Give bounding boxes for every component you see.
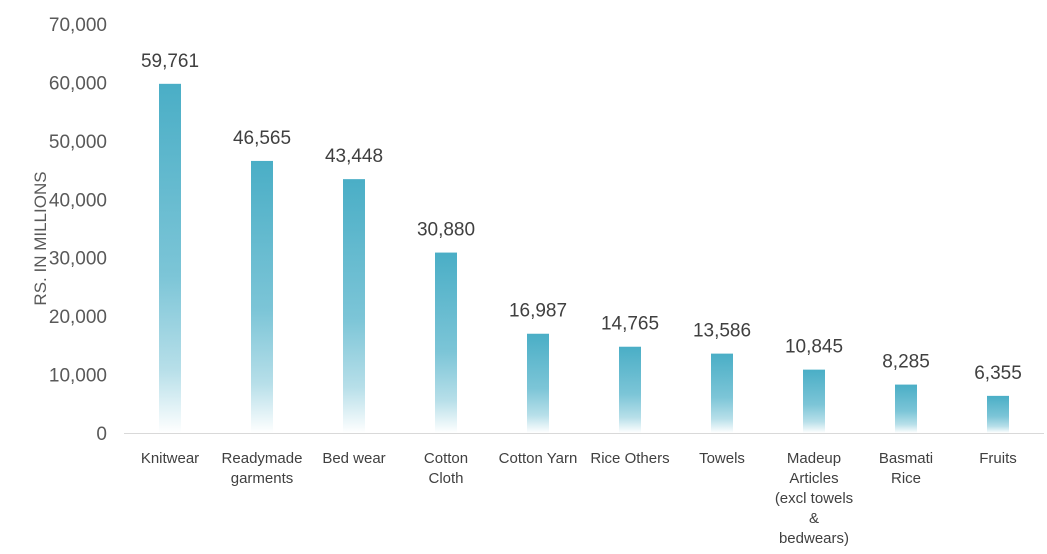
data-label: 14,765 — [601, 314, 659, 335]
y-tick-label: 30,000 — [49, 249, 107, 270]
x-tick-label-line: (excl towels — [775, 490, 853, 507]
x-tick-label-line: Madeup — [787, 450, 841, 467]
bars — [159, 83, 1009, 433]
x-tick-label-line: & — [809, 510, 819, 527]
x-tick-label-line: Cotton — [424, 450, 468, 467]
x-tick-label-line: Fruits — [979, 450, 1017, 467]
x-tick-label: Bed wear — [322, 450, 385, 467]
bar — [435, 252, 457, 433]
data-label: 16,987 — [509, 301, 567, 322]
bar — [711, 353, 733, 433]
x-tick-label-line: garments — [231, 470, 294, 487]
bar — [343, 179, 365, 433]
bar — [895, 384, 917, 433]
bar — [987, 395, 1009, 433]
x-tick-label-line: Rice Others — [590, 450, 669, 467]
data-label: 13,586 — [693, 321, 751, 342]
x-tick-label-line: Cloth — [428, 470, 463, 487]
data-label: 43,448 — [325, 146, 383, 167]
x-tick-label: Towels — [699, 450, 745, 467]
x-tick-label-line: Articles — [789, 470, 838, 487]
bar — [527, 333, 549, 433]
x-tick-label: Basmati Rice — [879, 450, 933, 487]
y-tick-label: 20,000 — [49, 307, 107, 328]
x-tick-label: Madeup Articles (excl towels & bedwears) — [775, 450, 853, 547]
data-label: 59,761 — [141, 51, 199, 72]
x-tick-label-line: Cotton Yarn — [499, 450, 578, 467]
x-tick-label-line: bedwears) — [779, 530, 849, 547]
x-tick-label-line: Rice — [891, 470, 921, 487]
y-axis-label: RS. IN MILLIONS — [31, 171, 50, 305]
y-tick-label: 70,000 — [49, 15, 107, 36]
data-labels: 59,761 46,565 43,448 30,880 16,987 14,765 13,5… — [141, 51, 1022, 384]
bar — [803, 369, 825, 433]
x-tick-label: Cotton Yarn — [499, 450, 578, 467]
data-label: 30,880 — [417, 220, 475, 241]
x-tick-label: Knitwear — [141, 450, 199, 467]
data-label: 46,565 — [233, 128, 291, 149]
x-tick-label-line: Basmati — [879, 450, 933, 467]
x-tick-label: Cotton Cloth — [424, 450, 468, 487]
bar — [159, 83, 181, 433]
y-tick-label: 50,000 — [49, 132, 107, 153]
y-tick-label: 0 — [96, 424, 107, 445]
y-tick-label: 10,000 — [49, 366, 107, 387]
x-tick-label-line: Readymade — [222, 450, 303, 467]
x-tick-label-line: Bed wear — [322, 450, 385, 467]
x-tick-label-line: Knitwear — [141, 450, 199, 467]
y-axis: 0 10,000 20,000 30,000 40,000 50,000 60,000 70,… — [49, 15, 107, 445]
data-label: 10,845 — [785, 337, 843, 358]
x-tick-label-line: Towels — [699, 450, 745, 467]
y-tick-label: 40,000 — [49, 190, 107, 211]
y-tick-label: 60,000 — [49, 73, 107, 94]
bar — [251, 160, 273, 433]
bar — [619, 346, 641, 433]
x-tick-label: Rice Others — [590, 450, 669, 467]
data-label: 6,355 — [974, 363, 1022, 384]
x-tick-label: Readymade garments — [222, 450, 303, 487]
x-tick-label: Fruits — [979, 450, 1017, 467]
data-label: 8,285 — [882, 352, 930, 373]
